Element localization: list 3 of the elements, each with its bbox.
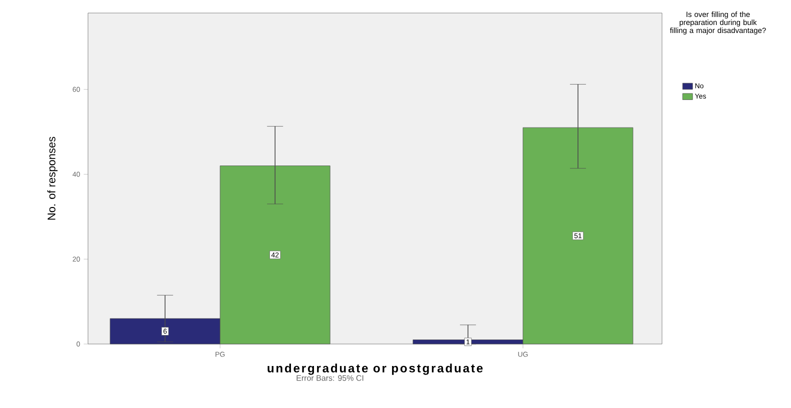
text: Error Bars: 95% CI (296, 375, 364, 381)
x-axis-title: undergraduate or postgraduate (268, 364, 483, 375)
y-axis-title: No. of responses (47, 136, 58, 220)
